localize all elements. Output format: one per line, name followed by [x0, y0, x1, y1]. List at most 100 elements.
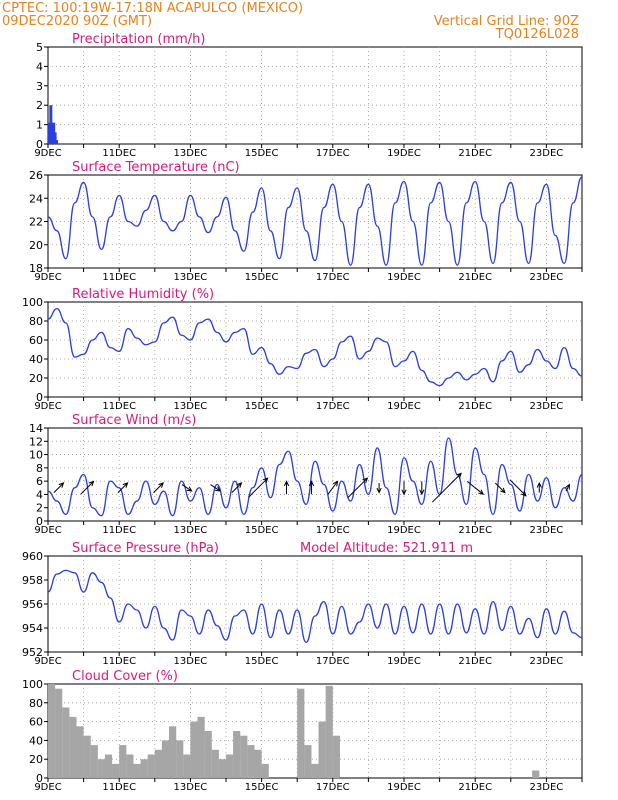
x-tick-label: 23DEC: [530, 782, 564, 793]
series-line: [47, 176, 583, 266]
wind-arrow: [509, 479, 527, 497]
wind-arrow-shaft: [210, 484, 221, 492]
panel-3: 0 20 40 60 80 100 9DEC 11DEC 13DEC 15DEC 17DEC 19DE…: [22, 287, 583, 412]
panel-title: Surface Temperature (nC): [72, 160, 240, 175]
cloud-bar: [90, 745, 98, 778]
panel-1: 0 1 2 3 4 5 9DEC 11DEC 13DEC 15DEC 17DEC 19DEC 21DEC…: [34, 32, 583, 159]
wind-arrow: [231, 482, 243, 493]
cloud-bar: [197, 716, 205, 778]
cloud-bar: [325, 685, 333, 778]
plot-frame: [47, 46, 583, 145]
cloud-bar: [304, 745, 312, 778]
x-tick-label: 23DEC: [530, 272, 564, 283]
x-tick-label: 15DEC: [245, 272, 279, 283]
wind-arrow: [494, 482, 506, 494]
cloud-bar: [76, 726, 84, 778]
wind-arrow-head: [536, 481, 542, 488]
y-tick-label: 20: [29, 239, 43, 252]
x-tick-label: 15DEC: [245, 656, 279, 667]
cloud-bar: [233, 731, 241, 778]
x-tick-label: 15DEC: [245, 401, 279, 412]
cloud-bar: [55, 688, 63, 778]
y-tick-label: 0: [36, 138, 43, 151]
cloud-bar: [176, 740, 184, 778]
cloud-bar: [318, 721, 326, 778]
x-tick-label: 21DEC: [458, 401, 492, 412]
y-tick-label: 4: [36, 60, 43, 73]
y-tick-label: 952: [22, 646, 43, 659]
y-tick-label: 6: [36, 475, 43, 488]
x-tick-label: 15DEC: [245, 782, 279, 793]
y-tick-label: 24: [29, 192, 43, 205]
x-tick-label: 21DEC: [458, 272, 492, 283]
x-tick-label: 17DEC: [316, 525, 350, 536]
wind-arrow-head: [308, 480, 315, 487]
y-tick-label: 20: [29, 372, 43, 385]
x-tick-label: 19DEC: [387, 401, 421, 412]
x-tick-label: 19DEC: [387, 656, 421, 667]
header-location: CPTEC: 100:19W-17:18N ACAPULCO (MEXICO): [2, 1, 303, 16]
wind-arrow: [308, 480, 315, 495]
y-tick-label: 0: [36, 515, 43, 528]
cloud-bar: [247, 745, 255, 778]
wind-arrow: [401, 481, 407, 496]
wind-arrow-head: [215, 486, 222, 492]
wind-arrow: [210, 484, 222, 492]
cloud-bar: [218, 759, 227, 778]
y-tick-label: 10: [29, 449, 43, 462]
precip-bar: [53, 132, 57, 144]
x-tick-label: 9DEC: [34, 272, 61, 283]
wind-arrow: [565, 483, 570, 492]
x-tick-label: 23DEC: [530, 401, 564, 412]
header-run-time: 09DEC2020 90Z (GMT): [2, 14, 152, 29]
wind-arrow-head: [158, 482, 164, 488]
wind-arrow-head: [262, 477, 269, 484]
cloud-bar: [183, 754, 191, 778]
x-tick-label: 23DEC: [530, 656, 564, 667]
wind-arrow-shaft: [431, 473, 462, 503]
y-tick-label: 80: [29, 315, 43, 328]
y-tick-label: 14: [29, 422, 43, 435]
x-tick-label: 13DEC: [174, 525, 208, 536]
x-tick-label: 11DEC: [102, 272, 136, 283]
wind-arrow-head: [236, 482, 243, 488]
cloud-bar: [211, 749, 219, 778]
wind-arrow: [419, 481, 425, 496]
header-code: TQ0126L028: [495, 27, 579, 42]
cloud-bar: [140, 759, 148, 778]
wind-arrow-head: [58, 482, 65, 488]
series-line: [47, 307, 583, 387]
cloud-bar: [532, 770, 540, 778]
x-tick-label: 17DEC: [316, 272, 350, 283]
wind-arrow: [53, 482, 65, 493]
wind-arrow-head: [186, 486, 193, 492]
wind-arrow-head: [500, 487, 506, 494]
wind-arrow-shaft: [80, 481, 94, 495]
x-tick-label: 13DEC: [174, 148, 208, 159]
wind-arrow: [153, 482, 164, 493]
wind-arrow: [536, 481, 542, 493]
header-grid-note: Vertical Grid Line: 90Z: [434, 14, 579, 29]
x-tick-label: 9DEC: [34, 525, 61, 536]
y-tick-label: 2: [36, 502, 43, 515]
x-tick-label: 11DEC: [102, 148, 136, 159]
wind-arrow-shaft: [509, 479, 527, 497]
series-line: [47, 569, 583, 644]
y-tick-label: 954: [22, 622, 43, 635]
x-tick-label: 11DEC: [102, 525, 136, 536]
x-tick-label: 23DEC: [530, 525, 564, 536]
cloud-bar: [225, 754, 234, 778]
y-tick-label: 100: [22, 678, 43, 691]
cloud-bar: [154, 749, 162, 778]
cloud-bar: [261, 763, 269, 778]
y-tick-label: 4: [36, 488, 43, 501]
x-tick-label: 19DEC: [387, 782, 421, 793]
cloud-bar: [204, 731, 212, 778]
cloud-bar: [83, 735, 91, 778]
x-tick-label: 11DEC: [102, 401, 136, 412]
cloud-bar: [161, 740, 170, 778]
wind-arrow-shaft: [53, 482, 64, 493]
wind-arrow: [283, 480, 290, 495]
